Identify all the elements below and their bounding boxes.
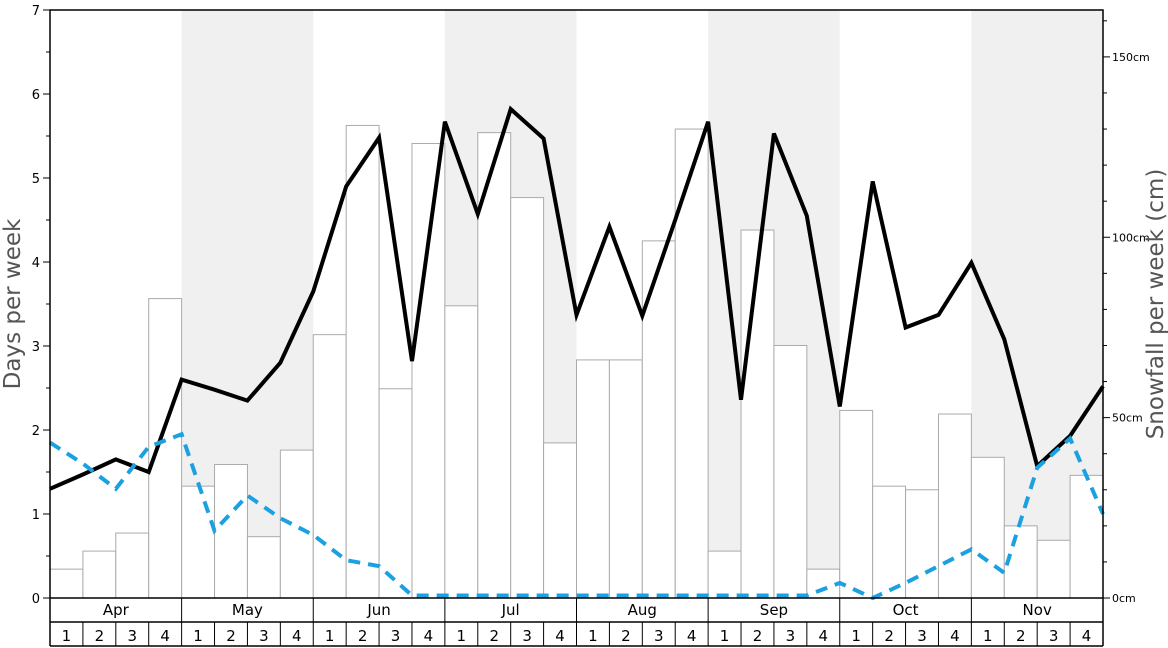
y-left-tick-label: 0 (32, 592, 40, 607)
week-label: 4 (292, 627, 302, 645)
y-left-tick-label: 4 (32, 256, 40, 271)
week-label: 3 (917, 627, 927, 645)
y-axis-left-title: Days per week (0, 218, 26, 389)
snowfall-bars (49, 124, 1104, 599)
week-label: 2 (95, 627, 105, 645)
month-label-may: May (232, 601, 263, 619)
snowfall-bar (49, 568, 84, 599)
week-label: 1 (720, 627, 730, 645)
snowfall-bar (279, 449, 314, 599)
snowfall-bar (970, 456, 1005, 599)
y-axis-right-title: Snowfall per week (cm) (1143, 169, 1168, 440)
week-label: 1 (193, 627, 203, 645)
snowfall-bar (115, 532, 150, 599)
snowfall-bar (872, 485, 907, 599)
y-right-tick-label: 150cm (1112, 51, 1150, 64)
month-label-jun: Jun (366, 601, 390, 619)
snowfall-bar (543, 442, 577, 599)
snowfall-bar (576, 359, 610, 599)
week-label: 2 (358, 627, 368, 645)
y-right-tick-label: 50cm (1112, 412, 1143, 425)
month-label-apr: Apr (103, 601, 130, 619)
week-label: 3 (127, 627, 137, 645)
snowfall-bar (246, 536, 281, 599)
snowfall-bar (839, 409, 874, 599)
week-label: 3 (654, 627, 664, 645)
snowfall-bar (181, 485, 216, 599)
week-label: 4 (555, 627, 565, 645)
snowfall-bar (707, 550, 742, 599)
week-label: 4 (160, 627, 170, 645)
snowfall-bar (740, 229, 775, 599)
y-left-tick-label: 7 (32, 4, 40, 19)
week-label: 1 (62, 627, 72, 645)
week-label: 1 (457, 627, 467, 645)
snowfall-bar (641, 240, 676, 599)
week-label: 1 (588, 627, 598, 645)
week-label: 3 (391, 627, 401, 645)
axes: 0 1 2 3 4 5 6 7 0cm 50cm 100cm 150cm Apr 1 2 3 4 May 1 2 3 4 J… (32, 4, 1150, 647)
week-label: 2 (884, 627, 894, 645)
week-label: 3 (522, 627, 532, 645)
y-left-tick-label: 5 (32, 172, 40, 187)
week-label: 1 (325, 627, 335, 645)
month-label-jul: Jul (501, 601, 520, 619)
month-label-sep: Sep (760, 601, 788, 619)
snowfall-bar (444, 305, 479, 599)
week-label: 2 (621, 627, 631, 645)
week-label: 4 (819, 627, 829, 645)
solid-line-series (49, 105, 1105, 491)
snowfall-bar (312, 334, 347, 599)
week-label: 4 (424, 627, 434, 645)
week-label: 4 (687, 627, 697, 645)
snowfall-bar (937, 413, 972, 599)
y-right-tick-label: 100cm (1112, 231, 1150, 244)
y-left-tick-label: 1 (32, 508, 40, 523)
snowfall-bar (82, 550, 117, 599)
week-label: 2 (1016, 627, 1026, 645)
month-label-nov: Nov (1023, 601, 1052, 619)
snowfall-bar (411, 142, 446, 599)
day-lines (48, 105, 1105, 601)
week-label: 2 (226, 627, 236, 645)
snowfall-bar (1036, 539, 1071, 599)
y-left-tick-label: 3 (32, 340, 40, 355)
snowfall-bar (773, 344, 808, 599)
snowfall-bar (1069, 474, 1104, 599)
week-label: 3 (786, 627, 796, 645)
week-label: 1 (851, 627, 861, 645)
snowfall-bar (214, 464, 248, 599)
week-label: 2 (753, 627, 763, 645)
snowfall-bar (510, 197, 545, 599)
week-label: 3 (1049, 627, 1059, 645)
week-label: 3 (259, 627, 269, 645)
snowfall-bar (345, 124, 380, 599)
axis-labels: Days per week Snowfall per week (cm) (0, 169, 1168, 440)
snowfall-bar (378, 388, 413, 599)
month-label-oct: Oct (893, 601, 919, 619)
week-label: 4 (1082, 627, 1092, 645)
week-label: 2 (489, 627, 499, 645)
week-label: 4 (950, 627, 960, 645)
y-left-tick-label: 2 (32, 424, 40, 439)
dashed-line-series (48, 431, 1105, 601)
month-label-aug: Aug (628, 601, 657, 619)
snowfall-bar (148, 298, 183, 599)
snowfall-bar (608, 359, 643, 599)
week-label: 1 (983, 627, 993, 645)
y-left-tick-label: 6 (32, 88, 40, 103)
y-right-tick-label: 0cm (1112, 592, 1136, 605)
